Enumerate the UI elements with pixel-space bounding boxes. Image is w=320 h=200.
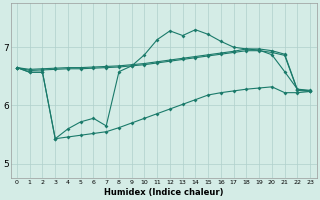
X-axis label: Humidex (Indice chaleur): Humidex (Indice chaleur): [104, 188, 223, 197]
